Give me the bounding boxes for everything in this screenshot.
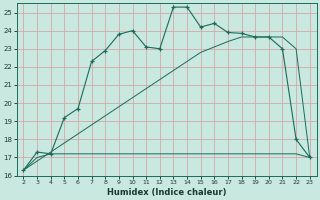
X-axis label: Humidex (Indice chaleur): Humidex (Indice chaleur) xyxy=(107,188,226,197)
